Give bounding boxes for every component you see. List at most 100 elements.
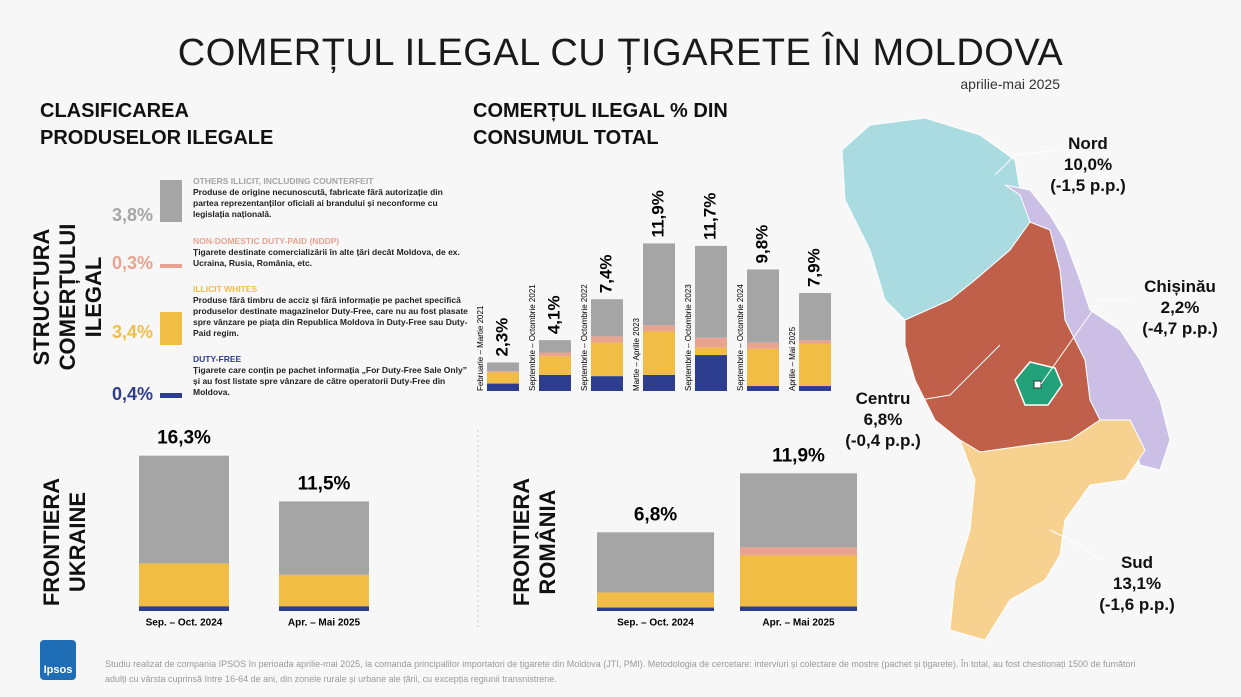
bar-segment [487,371,519,373]
leader-line [919,344,1001,401]
legend-value: 0,3% [111,253,153,273]
region-change: (-4,7 p.p.) [1142,319,1218,338]
logo-box [40,640,76,680]
x-tick-label: Septembrie – Octombrie 2021 [528,284,537,391]
bar-segment [695,337,727,348]
legend-name: DUTY-FREE [193,354,242,364]
value-label: 6,8% [634,504,677,525]
bar-segment [591,336,623,343]
map [841,117,1171,641]
bar-segment [279,606,369,611]
x-tick-label: Aprilie – Mai 2025 [788,326,797,391]
legend-value: 3,4% [111,322,153,342]
leader-line [1040,299,1130,385]
legend-description: Produse fără timbru de acciz și fără inf… [193,295,468,338]
legend-swatch [160,312,182,345]
chart-title: FRONTIERA UKRAINE [39,477,90,607]
legend-swatch [160,264,182,268]
bar-segment [487,383,519,391]
legend-swatch [160,393,182,398]
bar-segment [799,340,831,344]
bar-segment [747,348,779,387]
x-tick-label: Septembrie – Octombrie 2022 [580,284,589,391]
bar-segment [695,245,727,338]
bar-segment [597,592,714,608]
subtitle: aprilie-mai 2025 [960,76,1060,92]
bar-segment [539,374,571,391]
bar-segment [487,372,519,384]
bar-segment [139,563,229,607]
legend-name: NON-DOMESTIC DUTY-PAID (NDDP) [193,236,340,246]
legend-name: ILLICIT WHITES [193,284,258,294]
bar-segment [747,386,779,391]
bar-segment [591,376,623,391]
bar-segment [643,243,675,326]
legend-swatch [160,180,182,222]
logo: Ipsos [44,664,73,676]
region-value: 6,8% [863,410,903,429]
bar-segment [740,555,857,607]
bar-segment [695,355,727,391]
value-label: 2,3% [492,318,511,357]
bar-segment [643,325,675,332]
bar-segment [747,269,779,343]
bar-segment [279,574,369,607]
bar-segment [597,607,714,611]
x-tick-label: Sep. – Oct. 2024 [617,618,694,629]
region-name: Nord [1068,134,1108,153]
x-tick-label: Martie – Aprilie 2023 [632,318,641,391]
section-title: COMERȚUL ILEGAL % DIN CONSUMUL TOTAL [473,100,728,149]
bar-segment [643,331,675,375]
page-title: COMERȚUL ILEGAL CU ȚIGARETE ÎN MOLDOVA [177,32,1064,74]
bar-segment [539,352,571,357]
region-name: Centru [855,389,911,408]
value-label: 11,9% [648,190,667,237]
region-change: (-1,5 p.p.) [1050,176,1126,195]
chart-title: FRONTIERA ROMÂNIA [509,477,560,607]
value-label: 16,3% [157,428,211,449]
bar-segment [279,501,369,575]
value-label: 7,9% [804,248,823,287]
x-tick-label: Februarie – Martie 2021 [476,305,485,391]
bar-segment [539,356,571,375]
bar-segment [747,342,779,349]
bar-segment [799,386,831,391]
region-change: (-0,4 p.p.) [845,431,921,450]
axis-label: STRUCTURA COMERȚULUI ILEGAL [29,223,106,371]
x-tick-label: Septembrie – Octombrie 2023 [684,284,693,391]
value-label: 11,5% [298,473,351,494]
bar-segment [591,299,623,337]
value-label: 11,7% [700,193,719,240]
value-label: 7,4% [596,254,615,293]
legend-name: OTHERS ILLICIT, INCLUDING COUNTERFEIT [193,176,374,186]
region-value: 2,2% [1160,298,1200,317]
capital-marker [1033,380,1042,389]
bar-segment [591,342,623,377]
footer-note: Studiu realizat de compania IPSOS în per… [105,659,1136,684]
region-name: Chișinău [1144,277,1216,296]
bar-segment [597,532,714,593]
legend-description: Țigarete care conțin pe pachet informați… [193,365,467,397]
bar-segment [740,606,857,611]
region-name: Sud [1120,553,1154,572]
leader-line [1049,529,1101,561]
bar-segment [643,374,675,391]
bar-segment [139,606,229,611]
x-tick-label: Apr. – Mai 2025 [288,618,361,629]
legend-value: 0,4% [111,384,153,404]
map-region-sud [949,419,1146,641]
bar-segment [487,362,519,372]
x-tick-label: Apr. – Mai 2025 [762,618,835,629]
bar-segment [139,455,229,564]
legend-description: Țigarete destinate comercializării în al… [193,247,460,268]
region-value: 13,1% [1112,574,1162,593]
bar-segment [740,547,857,556]
x-tick-label: Septembrie – Octombrie 2024 [736,284,745,391]
legend-value: 3,8% [111,205,153,225]
legend-description: Produse de origine necunoscută, fabricat… [193,187,443,219]
value-label: 4,1% [544,295,563,334]
bar-segment [799,293,831,341]
section-title: CLASIFICAREA PRODUSELOR ILEGALE [40,100,274,149]
